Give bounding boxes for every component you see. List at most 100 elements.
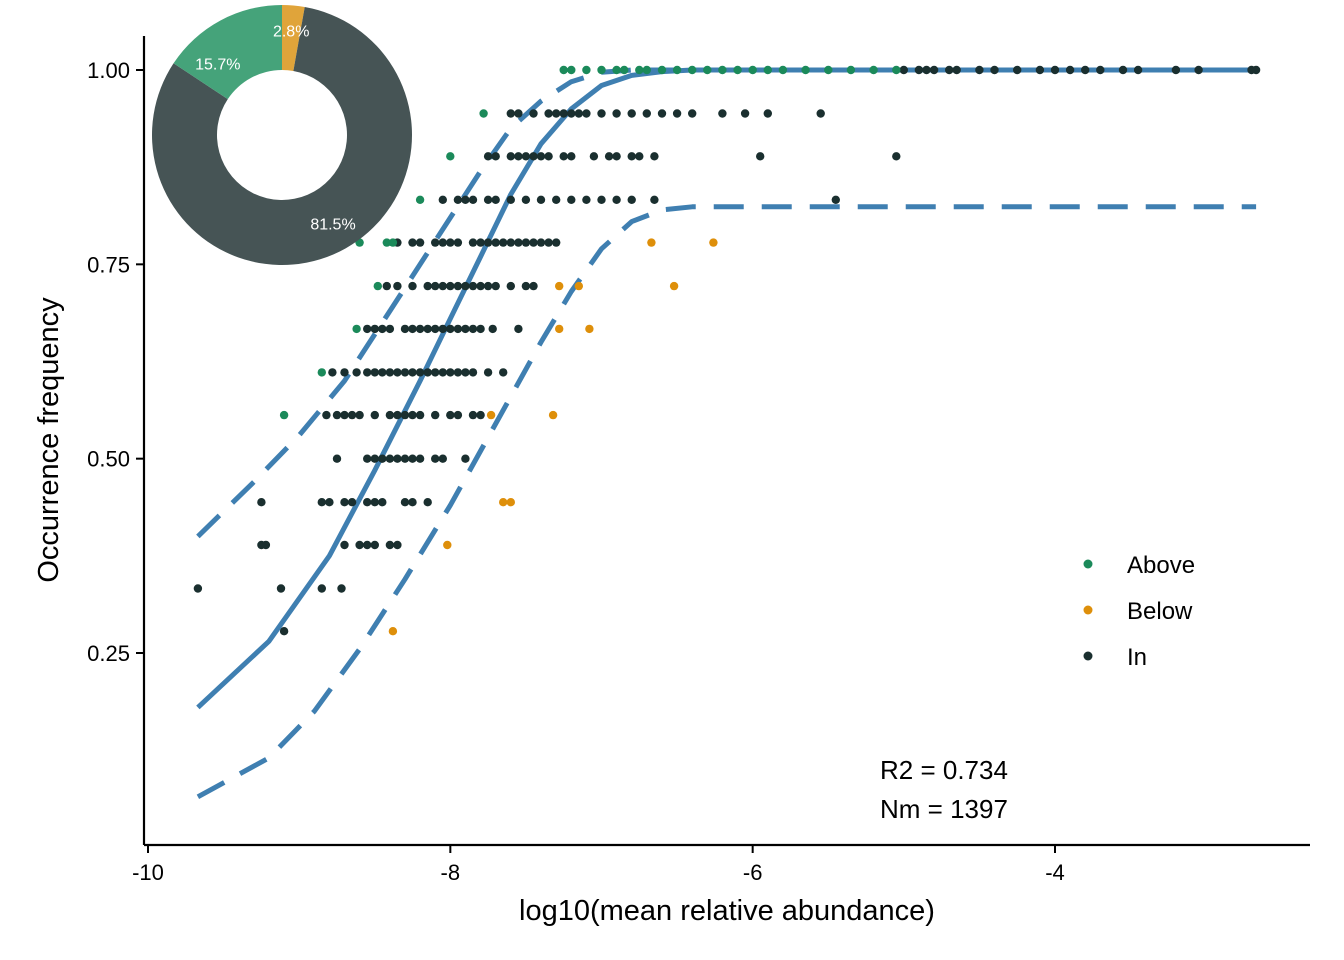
point-in (718, 109, 727, 118)
point-above (317, 368, 326, 377)
point-in (559, 152, 568, 161)
x-tick-label: -6 (743, 860, 763, 885)
x-tick-label: -10 (132, 860, 164, 885)
point-in (552, 238, 561, 247)
point-in (1013, 65, 1022, 75)
point-in (536, 195, 546, 204)
point-in (491, 195, 500, 204)
point-in (393, 540, 402, 550)
point-above (642, 65, 651, 75)
point-in (756, 152, 765, 161)
point-in (506, 195, 515, 204)
scatter-points (193, 65, 1261, 636)
point-in (483, 238, 493, 247)
point-in (415, 410, 425, 420)
point-in (468, 410, 478, 420)
point-below (443, 540, 452, 550)
point-in (491, 152, 500, 161)
point-in (385, 454, 395, 463)
point-in (476, 238, 485, 247)
point-in (408, 410, 417, 420)
point-in (415, 368, 425, 377)
legend-marker-above (1083, 559, 1093, 569)
point-in (370, 410, 379, 420)
donut-slice-label: 2.8% (273, 23, 309, 40)
y-tick-label: 0.25 (87, 641, 130, 666)
x-tick-label: -4 (1045, 860, 1065, 885)
point-in (385, 540, 395, 550)
point-in (574, 109, 583, 118)
point-in (408, 454, 417, 463)
point-in (340, 540, 349, 550)
point-above (688, 65, 697, 75)
point-in (514, 109, 523, 118)
point-in (461, 281, 470, 291)
point-in (423, 281, 432, 291)
point-in (400, 324, 410, 334)
point-in (415, 324, 425, 334)
point-in (521, 238, 531, 247)
point-in (461, 454, 470, 463)
point-in (453, 281, 463, 291)
point-in (446, 281, 455, 291)
point-in (370, 324, 379, 334)
point-in (438, 195, 447, 204)
inset-donut-chart: 2.8% 81.5% 15.7% (152, 5, 413, 266)
point-in (1133, 65, 1143, 75)
point-in (431, 281, 440, 291)
point-in (990, 65, 999, 75)
point-in (499, 368, 508, 377)
point-in (393, 281, 402, 291)
point-in (488, 324, 497, 334)
point-in (536, 238, 546, 247)
point-below (647, 238, 656, 247)
point-in (468, 195, 478, 204)
point-in (1050, 65, 1060, 75)
legend-marker-in (1083, 651, 1093, 661)
point-above (846, 65, 856, 75)
point-above (748, 65, 757, 75)
point-below (585, 324, 594, 334)
point-above (801, 65, 810, 75)
point-in (521, 195, 531, 204)
point-in (491, 281, 500, 291)
point-in (975, 65, 984, 75)
legend: Above Below In (1083, 552, 1195, 671)
point-in (431, 324, 440, 334)
point-in (408, 281, 417, 291)
point-in (899, 65, 908, 75)
point-in (423, 498, 432, 507)
point-in (476, 410, 485, 420)
point-in (438, 368, 447, 377)
point-in (627, 152, 636, 161)
donut-slice-label: 81.5% (310, 216, 355, 233)
point-in (483, 152, 493, 161)
point-in (328, 368, 337, 377)
point-above (415, 195, 425, 204)
point-in (446, 238, 455, 247)
point-above (352, 324, 361, 334)
point-above (373, 281, 382, 291)
point-below (506, 498, 515, 507)
point-in (589, 152, 599, 161)
point-in (922, 65, 931, 75)
point-above (703, 65, 712, 75)
point-in (1118, 65, 1128, 75)
point-in (363, 540, 372, 550)
point-in (582, 109, 591, 118)
point-above (718, 65, 727, 75)
point-in (438, 324, 447, 334)
point-in (544, 152, 553, 161)
point-below (709, 238, 718, 247)
y-ticks: 0.25 0.50 0.75 1.00 (87, 58, 144, 666)
fit-line-upper (196, 67, 1257, 539)
point-in (370, 540, 379, 550)
point-in (378, 498, 387, 507)
point-in (276, 584, 286, 593)
point-in (763, 109, 772, 118)
point-in (370, 498, 379, 507)
point-in (468, 281, 478, 291)
point-above (612, 65, 621, 75)
x-axis-title: log10(mean relative abundance) (519, 895, 935, 927)
point-in (193, 584, 203, 593)
